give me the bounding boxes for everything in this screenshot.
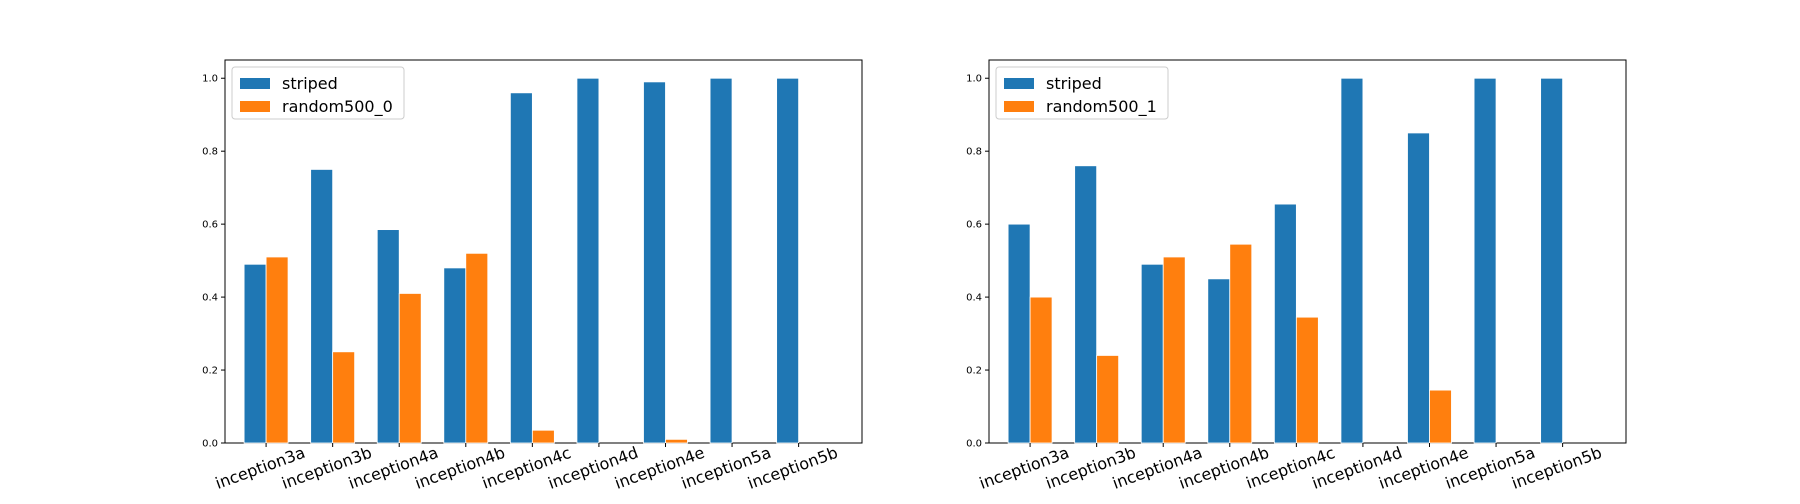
bar-striped-inception4a <box>376 229 400 444</box>
y-tick-label: 1.0 <box>202 74 218 85</box>
bar-striped-inception4a <box>1140 263 1164 444</box>
bar-random500_1-inception4a <box>1162 256 1186 444</box>
legend-label-random500_0: random500_0 <box>282 97 393 117</box>
legend-label-random500_1: random500_1 <box>1046 97 1157 117</box>
legend: striped random500_0 <box>231 66 405 120</box>
bar-striped-inception4d <box>1340 77 1364 444</box>
bar-random500_0-inception3a <box>265 256 289 444</box>
bar-striped-inception3a <box>1007 223 1031 444</box>
y-tick-label: 0.8 <box>202 147 218 158</box>
bar-striped-inception3b <box>1074 165 1098 444</box>
bar-random500_0-inception3b <box>332 351 356 444</box>
legend-swatch-striped <box>1004 78 1034 89</box>
legend-label-striped: striped <box>1046 74 1102 93</box>
bar-striped-inception4d <box>576 77 600 444</box>
y-tick-label: 0.4 <box>202 293 218 304</box>
bar-random500_1-inception4b <box>1229 243 1253 444</box>
y-tick-label: 0.6 <box>966 220 982 231</box>
legend-box <box>995 66 1169 120</box>
legend-box <box>231 66 405 120</box>
legend-swatch-random500_0 <box>240 101 270 112</box>
bar-striped-inception5a <box>1473 77 1497 444</box>
bar-random500_1-inception3b <box>1096 355 1120 444</box>
y-tick-label: 0.0 <box>202 439 218 450</box>
bar-striped-inception4c <box>1273 203 1297 444</box>
bar-striped-inception5b <box>776 77 800 444</box>
bar-striped-inception5a <box>709 77 733 444</box>
chart-panel-1: 0.00.20.40.60.81.0inception3ainception3b… <box>202 59 863 493</box>
y-tick-label: 0.0 <box>966 439 982 450</box>
legend: striped random500_1 <box>995 66 1169 120</box>
legend-label-striped: striped <box>282 74 338 93</box>
y-tick-label: 0.4 <box>966 293 982 304</box>
y-tick-label: 0.2 <box>202 366 218 377</box>
legend-swatch-striped <box>240 78 270 89</box>
bar-striped-inception4b <box>443 267 467 444</box>
bar-random500_1-inception3a <box>1029 296 1053 444</box>
bar-striped-inception4e <box>1407 132 1430 444</box>
y-tick-label: 0.6 <box>202 220 218 231</box>
y-tick-label: 0.8 <box>966 147 982 158</box>
bar-striped-inception4b <box>1207 278 1231 444</box>
legend-swatch-random500_1 <box>1004 101 1034 112</box>
bar-random500_1-inception4c <box>1295 316 1319 444</box>
chart-panel-2: 0.00.20.40.60.81.0inception3ainception3b… <box>966 59 1627 493</box>
bar-striped-inception3a <box>243 263 267 444</box>
bar-random500_0-inception4e <box>665 438 688 444</box>
y-tick-label: 0.2 <box>966 366 982 377</box>
bar-random500_0-inception4a <box>398 293 422 444</box>
bar-random500_0-inception4c <box>531 429 555 444</box>
bar-striped-inception3b <box>310 169 334 444</box>
bar-striped-inception4e <box>643 81 666 444</box>
bar-striped-inception4c <box>509 92 533 444</box>
y-tick-label: 1.0 <box>966 74 982 85</box>
bar-random500_0-inception4b <box>465 252 489 444</box>
bar-random500_1-inception4e <box>1429 389 1452 444</box>
bar-striped-inception5b <box>1540 77 1564 444</box>
